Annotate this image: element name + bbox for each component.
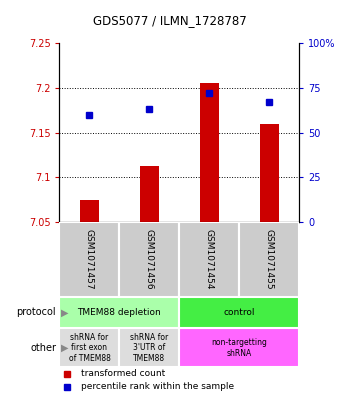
Bar xyxy=(119,222,179,297)
Bar xyxy=(200,83,219,222)
Bar xyxy=(180,222,239,297)
Bar xyxy=(59,222,119,297)
Text: ▶: ▶ xyxy=(61,307,69,318)
Bar xyxy=(260,124,279,222)
Bar xyxy=(239,222,299,297)
Text: GDS5077 / ILMN_1728787: GDS5077 / ILMN_1728787 xyxy=(93,14,247,27)
Text: GSM1071455: GSM1071455 xyxy=(265,229,274,290)
Text: transformed count: transformed count xyxy=(81,369,165,378)
Bar xyxy=(59,328,119,367)
Bar xyxy=(140,166,159,222)
Bar xyxy=(119,328,179,367)
Text: TMEM88 depletion: TMEM88 depletion xyxy=(78,308,161,317)
Text: shRNA for
first exon
of TMEM88: shRNA for first exon of TMEM88 xyxy=(69,333,110,363)
Text: percentile rank within the sample: percentile rank within the sample xyxy=(81,382,234,391)
Text: other: other xyxy=(30,343,56,353)
Bar xyxy=(59,297,180,328)
Bar xyxy=(180,297,299,328)
Text: protocol: protocol xyxy=(16,307,56,318)
Text: GSM1071454: GSM1071454 xyxy=(205,229,214,290)
Text: ▶: ▶ xyxy=(61,343,69,353)
Bar xyxy=(180,328,299,367)
Text: non-targetting
shRNA: non-targetting shRNA xyxy=(211,338,267,358)
Text: GSM1071456: GSM1071456 xyxy=(145,229,154,290)
Bar xyxy=(80,200,99,222)
Text: GSM1071457: GSM1071457 xyxy=(85,229,94,290)
Text: shRNA for
3'UTR of
TMEM88: shRNA for 3'UTR of TMEM88 xyxy=(130,333,169,363)
Text: control: control xyxy=(223,308,255,317)
